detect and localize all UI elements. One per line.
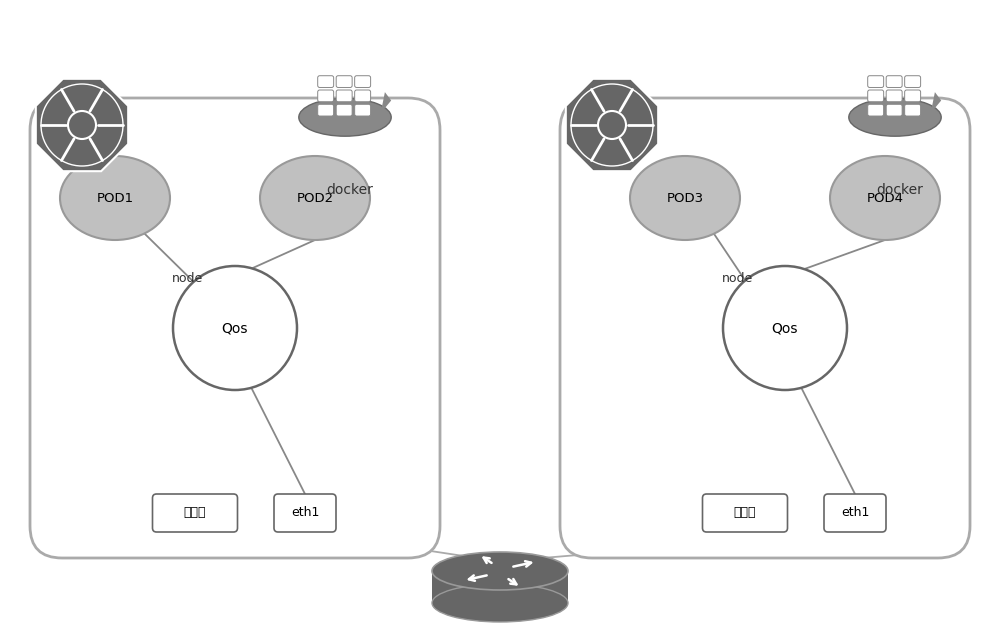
Ellipse shape xyxy=(830,156,940,240)
FancyBboxPatch shape xyxy=(868,90,884,102)
Text: eth1: eth1 xyxy=(291,506,319,520)
Text: 主网卡: 主网卡 xyxy=(184,506,206,520)
FancyBboxPatch shape xyxy=(868,76,884,87)
Text: node: node xyxy=(722,272,753,284)
Text: Qos: Qos xyxy=(222,321,248,335)
FancyBboxPatch shape xyxy=(336,104,352,116)
FancyBboxPatch shape xyxy=(702,494,788,532)
FancyBboxPatch shape xyxy=(336,76,352,87)
FancyBboxPatch shape xyxy=(152,494,238,532)
FancyBboxPatch shape xyxy=(560,98,970,558)
Circle shape xyxy=(598,111,626,139)
Circle shape xyxy=(68,111,96,139)
Ellipse shape xyxy=(432,552,568,590)
Ellipse shape xyxy=(299,98,391,136)
Text: docker: docker xyxy=(327,183,373,197)
Polygon shape xyxy=(432,571,568,603)
Text: Qos: Qos xyxy=(772,321,798,335)
Polygon shape xyxy=(381,92,391,113)
FancyBboxPatch shape xyxy=(318,90,334,102)
FancyBboxPatch shape xyxy=(318,104,334,116)
FancyBboxPatch shape xyxy=(336,90,352,102)
Polygon shape xyxy=(566,78,658,171)
FancyBboxPatch shape xyxy=(868,104,884,116)
Text: 主网卡: 主网卡 xyxy=(734,506,756,520)
Text: docker: docker xyxy=(877,183,923,197)
FancyBboxPatch shape xyxy=(905,104,921,116)
Text: POD2: POD2 xyxy=(296,192,334,204)
Circle shape xyxy=(173,266,297,390)
Text: node: node xyxy=(172,272,203,284)
Text: eth1: eth1 xyxy=(841,506,869,520)
Text: POD4: POD4 xyxy=(866,192,904,204)
FancyBboxPatch shape xyxy=(355,76,371,87)
Text: POD3: POD3 xyxy=(666,192,704,204)
FancyBboxPatch shape xyxy=(886,76,902,87)
FancyBboxPatch shape xyxy=(30,98,440,558)
Ellipse shape xyxy=(260,156,370,240)
FancyBboxPatch shape xyxy=(886,104,902,116)
Ellipse shape xyxy=(849,98,941,136)
FancyBboxPatch shape xyxy=(355,104,371,116)
FancyBboxPatch shape xyxy=(905,76,921,87)
Ellipse shape xyxy=(432,584,568,622)
FancyBboxPatch shape xyxy=(824,494,886,532)
Polygon shape xyxy=(931,92,941,113)
Circle shape xyxy=(723,266,847,390)
FancyBboxPatch shape xyxy=(355,90,371,102)
Ellipse shape xyxy=(60,156,170,240)
FancyBboxPatch shape xyxy=(318,76,334,87)
FancyBboxPatch shape xyxy=(274,494,336,532)
Polygon shape xyxy=(36,78,128,171)
FancyBboxPatch shape xyxy=(886,90,902,102)
Ellipse shape xyxy=(630,156,740,240)
Text: POD1: POD1 xyxy=(96,192,134,204)
FancyBboxPatch shape xyxy=(905,90,921,102)
